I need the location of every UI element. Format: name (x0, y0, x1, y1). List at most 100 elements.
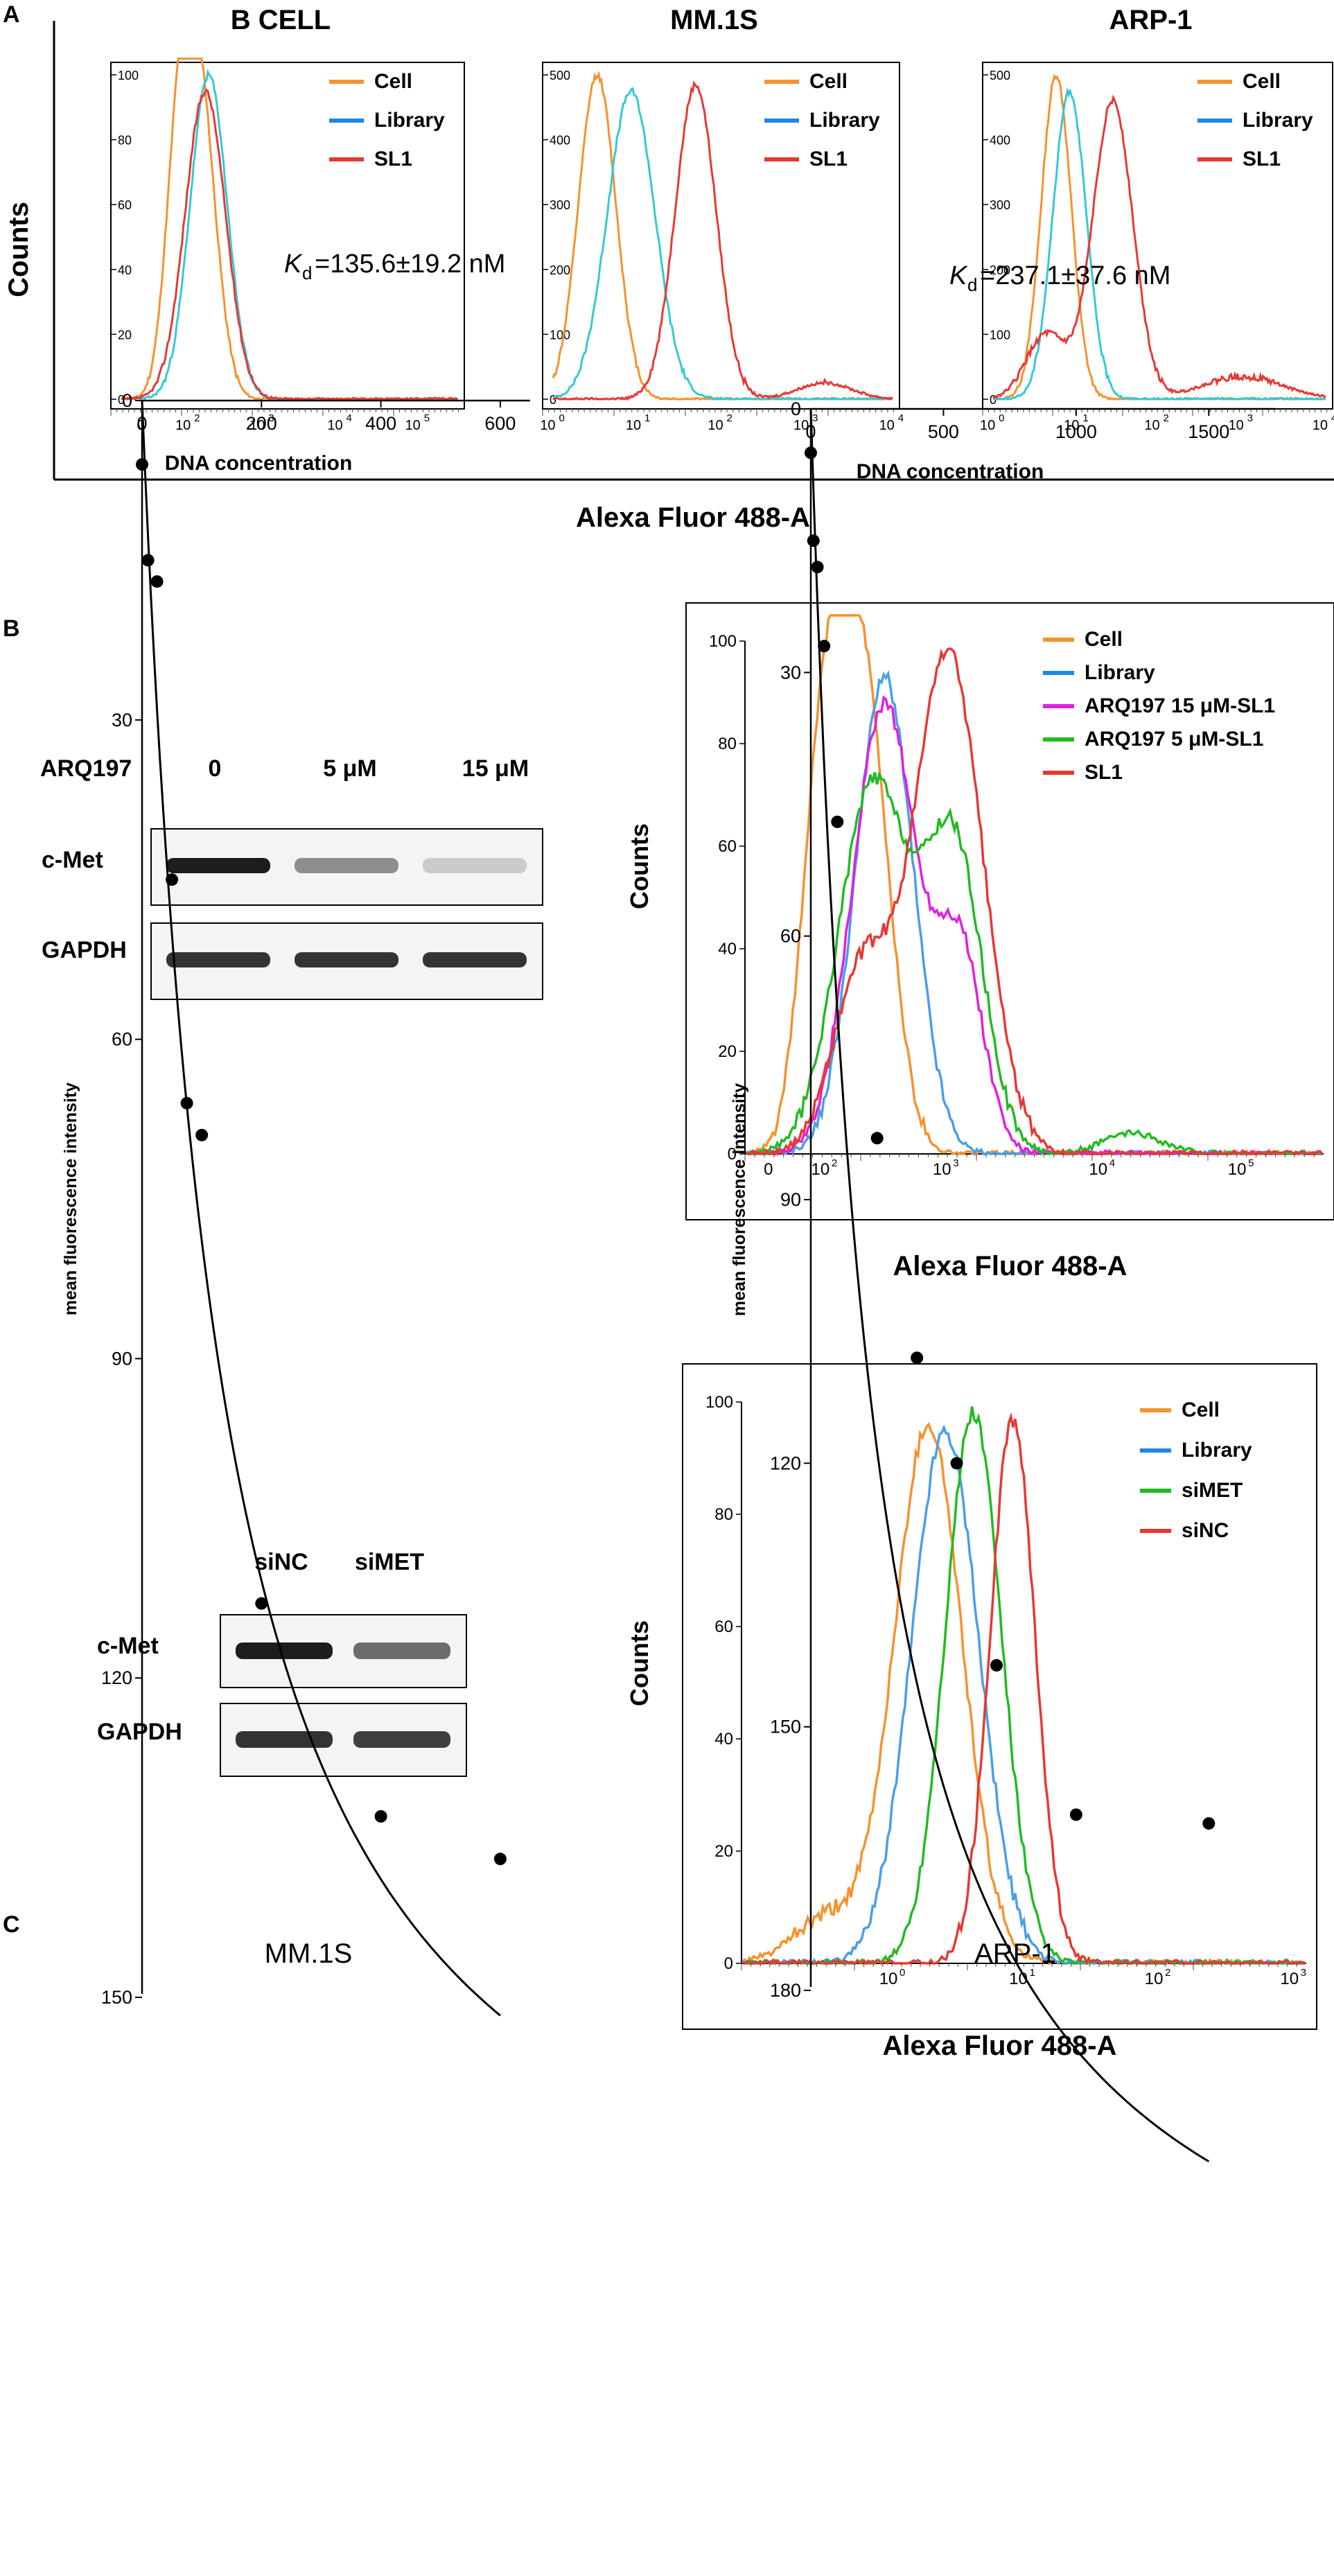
blot-band (353, 1642, 450, 1659)
y-tick-label: 60 (118, 198, 132, 212)
x-tick-label: 10 (933, 1160, 951, 1179)
y-tick-label: 200 (550, 263, 570, 277)
data-point (811, 561, 824, 574)
y-tick-label: 60 (112, 1029, 132, 1050)
x-tick-label: 10 (1313, 418, 1328, 433)
x-tick-exponent: 3 (1247, 412, 1253, 424)
x-tick-exponent: 5 (1248, 1157, 1254, 1169)
x-tick-label: 10 (879, 418, 895, 433)
x-tick-exponent: 3 (268, 412, 274, 424)
treatment-label: ARQ197 (40, 755, 132, 782)
x-tick-label: 10 (626, 418, 641, 433)
data-point (493, 1852, 507, 1866)
y-tick-label: 80 (118, 134, 132, 148)
y-tick-label: 150 (770, 1717, 801, 1737)
y-tick-label: 120 (101, 1667, 132, 1688)
y-tick-label: 40 (718, 940, 737, 958)
fit-curve (141, 400, 501, 2017)
x-tick-label: 10 (1145, 1970, 1164, 1988)
x-tick-label: 10 (1280, 1970, 1299, 1988)
sl1-curve (552, 80, 893, 401)
x-tick-exponent: 1 (1030, 1967, 1035, 1979)
x-tick-label: 1500 (1188, 421, 1229, 442)
data-point (1069, 1808, 1082, 1821)
legend-label: Library (1243, 109, 1313, 132)
panel-a-x-axis-label: Alexa Fluor 488-A (576, 502, 810, 533)
y-tick-label: 40 (714, 1730, 733, 1749)
data-point (141, 554, 155, 567)
x-tick-exponent: 1 (644, 412, 650, 424)
x-tick-label: 400 (365, 413, 396, 434)
y-tick-label: 300 (550, 198, 570, 212)
blot-row-label: GAPDH (42, 937, 127, 963)
data-point (818, 640, 831, 653)
blot-condition-label: 15 μM (462, 755, 529, 782)
panel-letter: B (3, 615, 20, 642)
legend-label: Library (374, 109, 445, 132)
legend-label: Cell (374, 70, 412, 93)
y-tick-label: 120 (770, 1453, 801, 1473)
data-point (990, 1658, 1003, 1672)
kd-value: =237.1±37.6 nM (980, 261, 1170, 290)
y-tick-label: 20 (718, 1042, 737, 1061)
y-tick-label: 0 (791, 398, 801, 419)
data-point (911, 1351, 924, 1365)
x-tick-label: 600 (484, 413, 516, 434)
y-tick-label: 180 (770, 1980, 801, 2001)
x-tick-label: 10 (811, 1160, 830, 1179)
flow-y-axis-label: Counts (625, 1620, 653, 1706)
data-point (374, 1810, 387, 1823)
x-tick-label: 10 (1229, 418, 1244, 433)
panel-letter: C (3, 1911, 20, 1938)
kd-subscript: d (302, 263, 312, 283)
x-tick-exponent: 0 (999, 412, 1004, 424)
legend-label: Cell (809, 70, 848, 93)
blot-condition-label: siMET (355, 1549, 424, 1575)
panel-letter: A (3, 1, 20, 28)
sl1-curve (745, 647, 1324, 1157)
data-point (1202, 1817, 1215, 1830)
panel-a-y-axis-label: Counts (3, 202, 34, 297)
legend-label: Cell (1243, 70, 1281, 93)
legend-label: SL1 (1085, 761, 1123, 784)
histogram-title: MM.1S (670, 5, 758, 35)
kd-value: =135.6±19.2 nM (315, 249, 505, 279)
chart-title: ARP-1 (974, 1938, 1056, 1969)
y-tick-label: 0 (118, 393, 125, 407)
data-point (950, 1457, 963, 1470)
blot-band (166, 952, 270, 967)
legend-label: siMET (1182, 1479, 1243, 1502)
y-tick-label: 30 (780, 662, 801, 683)
y-tick-label: 200 (990, 263, 1010, 277)
legend-label: Cell (1182, 1399, 1220, 1421)
y-tick-label: 400 (990, 134, 1010, 148)
x-tick-label: 10 (327, 418, 342, 433)
x-tick-exponent: 2 (1165, 1967, 1170, 1979)
blot-condition-label: 5 μM (323, 755, 376, 782)
y-tick-label: 300 (990, 198, 1010, 212)
legend-label: Library (1085, 661, 1155, 684)
x-tick-exponent: 5 (424, 412, 430, 424)
sl1-curve (743, 1412, 1306, 1966)
x-tick-exponent: 3 (812, 412, 818, 424)
fit-curve (809, 408, 1210, 2163)
x-tick-label: 10 (1228, 1160, 1247, 1179)
green-curve (746, 770, 1323, 1157)
blot-band (236, 1642, 333, 1659)
legend-label: SL1 (809, 148, 848, 170)
x-tick-label: 10 (1089, 1160, 1107, 1179)
x-tick-label: 10 (405, 418, 421, 433)
y-tick-label: 60 (718, 837, 737, 856)
legend-label: Library (1182, 1439, 1252, 1462)
blot-band (423, 952, 527, 967)
x-tick-label: 10 (540, 418, 555, 433)
flow-x-axis-label: Alexa Fluor 488-A (893, 1251, 1127, 1281)
flow-frame (682, 1363, 1317, 2030)
histogram-title: B CELL (231, 5, 331, 35)
x-tick-exponent: 3 (953, 1157, 958, 1169)
blot-band (295, 858, 398, 873)
